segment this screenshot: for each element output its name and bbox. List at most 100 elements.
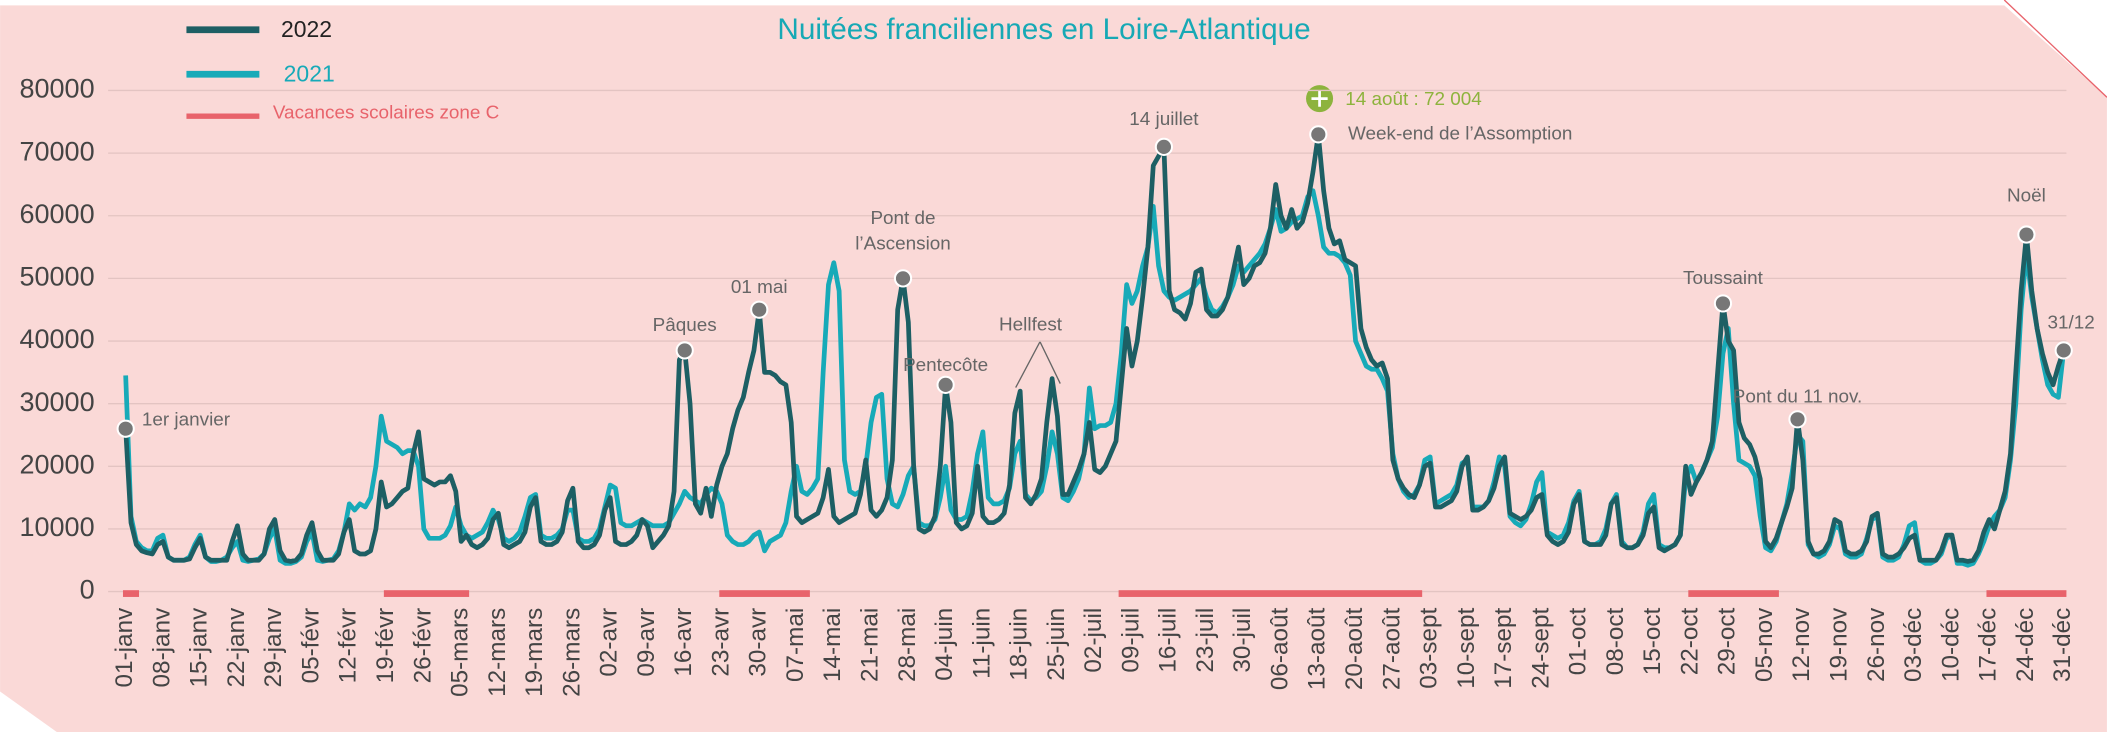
x-tick-label: 29-oct (1714, 608, 1741, 676)
x-tick-label: 17-déc (1975, 608, 2002, 682)
x-tick-label: 26-févr (409, 608, 436, 684)
y-tick-label: 30000 (20, 387, 95, 417)
annotation: Toussaint (1683, 268, 1764, 289)
annotation: Pont de (870, 208, 935, 229)
annotation-dot (1154, 137, 1174, 156)
x-tick-label: 26-mars (558, 608, 585, 697)
y-tick-label: 0 (80, 575, 95, 605)
y-tick-label: 50000 (20, 262, 95, 292)
chart-title: Nuitées franciliennes en Loire-Atlantiqu… (777, 13, 1310, 46)
legend-label: 2022 (281, 16, 332, 42)
x-tick-label: 25-juin (1043, 608, 1070, 681)
holiday-band (719, 590, 810, 597)
peak-note: 14 août : 72 004 (1345, 89, 1482, 110)
x-tick-label: 08-oct (1602, 608, 1629, 676)
x-tick-label: 15-oct (1639, 608, 1666, 676)
x-tick-label: 10-déc (1937, 608, 1964, 682)
annotation-dot (893, 269, 913, 288)
x-tick-label: 19-nov (1826, 607, 1853, 682)
y-tick-label: 10000 (20, 512, 95, 542)
x-tick-label: 02-juil (1080, 608, 1107, 673)
holiday-band (1688, 590, 1779, 597)
annotation: Week-end de l’Assomption (1348, 123, 1572, 144)
x-tick-label: 27-août (1378, 608, 1405, 691)
annotation-dot (1309, 125, 1328, 144)
x-tick-label: 11-juin (968, 608, 995, 679)
annotation-dot (116, 419, 135, 438)
x-tick-label: 24-déc (2012, 608, 2039, 682)
x-tick-label: 19-févr (372, 608, 399, 684)
legend-label: Vacances scolaires zone C (273, 102, 499, 123)
annotation: 14 juillet (1129, 109, 1199, 130)
x-tick-label: 05-févr (297, 608, 324, 684)
x-tick-label: 14-mai (819, 608, 846, 682)
annotation-dot (2017, 225, 2036, 244)
annotation-dot (2054, 341, 2073, 360)
y-tick-label: 70000 (20, 136, 95, 166)
x-tick-label: 04-juin (931, 608, 958, 681)
legend-label: 2021 (284, 61, 335, 87)
x-tick-label: 15-janv (186, 607, 213, 688)
x-tick-label: 08-janv (148, 607, 175, 688)
annotation-dot (1788, 410, 1807, 429)
x-tick-label: 12-nov (1788, 607, 1815, 682)
x-tick-label: 01-oct (1565, 608, 1592, 676)
y-tick-label: 40000 (20, 324, 95, 354)
x-tick-label: 31-déc (2049, 608, 2076, 682)
holiday-band (1118, 590, 1423, 597)
x-tick-label: 28-mai (894, 608, 921, 682)
x-tick-label: 09-juil (1117, 608, 1144, 673)
x-tick-label: 13-août (1304, 608, 1331, 691)
x-tick-label: 19-mars (521, 608, 548, 697)
x-tick-label: 05-mars (447, 608, 474, 697)
annotation: Pentecôte (903, 355, 988, 376)
x-tick-label: 03-déc (1900, 608, 1927, 682)
x-tick-label: 03-sept (1416, 608, 1443, 689)
x-tick-label: 16-juil (1155, 608, 1182, 673)
x-tick-label: 23-juil (1192, 608, 1219, 673)
annotation: l’Ascension (855, 234, 951, 255)
x-tick-label: 29-janv (260, 607, 287, 688)
x-tick-label: 17-sept (1490, 608, 1517, 689)
line-series (123, 131, 2066, 564)
x-tick-label: 24-sept (1527, 608, 1554, 689)
x-tick-label: 21-mai (856, 608, 883, 682)
annotation-dot (750, 300, 769, 319)
annotation: 01 mai (731, 277, 788, 298)
x-tick-label: 30-avr (745, 608, 772, 677)
x-tick-label: 30-juil (1229, 608, 1256, 673)
peak-icon-plus (1311, 90, 1328, 107)
annotation: Pont du 11 nov. (1733, 387, 1863, 408)
x-tick-label: 12-mars (484, 608, 511, 697)
x-tick-label: 10-sept (1453, 608, 1480, 689)
x-tick-label: 06-août (1266, 608, 1293, 691)
x-tick-label: 18-juin (1006, 608, 1033, 681)
y-tick-label: 80000 (20, 74, 95, 104)
x-tick-label: 05-nov (1751, 607, 1778, 682)
annotation: Noël (2007, 186, 2046, 207)
x-tick-label: 26-nov (1863, 607, 1890, 682)
annotation: 31/12 (2048, 312, 2095, 333)
x-tick-label: 20-août (1341, 608, 1368, 691)
y-tick-label: 60000 (20, 199, 95, 229)
corner-line (2003, 0, 2107, 98)
x-tick-label: 09-avr (633, 608, 660, 677)
x-tick-label: 23-avr (707, 608, 734, 677)
x-tick-label: 07-mai (782, 608, 809, 682)
annotation-dot (675, 341, 694, 360)
holiday-band (1986, 590, 2067, 597)
holiday-band (122, 590, 140, 597)
x-tick-label: 02-avr (596, 608, 623, 677)
x-tick-label: 22-janv (223, 607, 250, 688)
x-tick-label: 22-oct (1676, 608, 1703, 676)
x-tick-label: 16-avr (670, 608, 697, 677)
annotation-dot (1713, 294, 1733, 313)
holiday-band (383, 590, 470, 597)
line-series (123, 188, 2067, 568)
annotation: 1er janvier (142, 410, 230, 431)
y-tick-label: 20000 (20, 449, 95, 479)
annotation-dot (936, 375, 955, 394)
x-tick-label: 12-févr (335, 608, 362, 684)
annotation: Hellfest (999, 314, 1063, 335)
